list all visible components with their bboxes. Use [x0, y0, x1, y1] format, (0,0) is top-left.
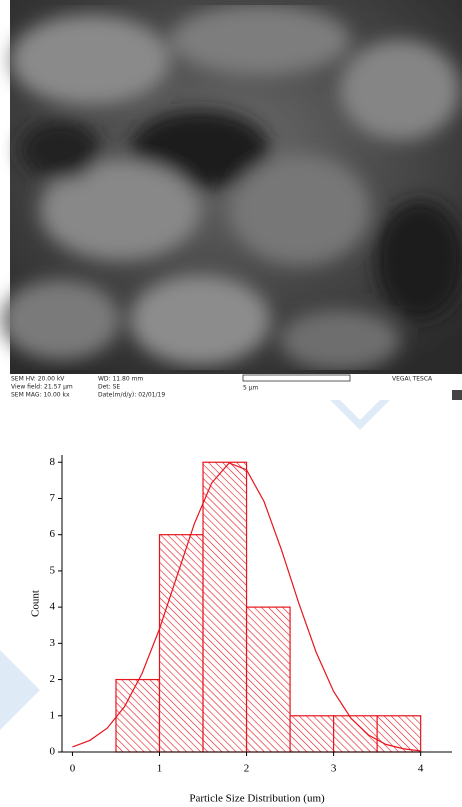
scale-label: 5 μm	[243, 385, 259, 392]
y-tick-label: 4	[50, 601, 56, 613]
y-tick-label: 1	[50, 709, 56, 721]
x-tick-label: 4	[418, 763, 424, 775]
bar	[289, 715, 335, 753]
histogram-chart: 0 1 2 3 4 5 6 7 8 0 1 2 3 4 Particle Size Distribution…	[30, 455, 452, 805]
y-tick-label: 2	[50, 673, 56, 685]
x-axis-label: Particle Size Distribution (um)	[189, 793, 325, 805]
y-tick-label: 5	[50, 564, 56, 576]
sem-info-text: SEM HV: 20.00 kV	[11, 376, 65, 383]
y-tick-label: 6	[50, 528, 56, 540]
sem-info-text: Det: SE	[98, 384, 120, 391]
y-tick-label: 3	[50, 637, 56, 649]
bar	[115, 678, 161, 753]
x-tick-label: 1	[157, 763, 163, 775]
sem-info-text: SEM MAG: 10.00 kx	[11, 392, 70, 399]
bar	[376, 715, 422, 753]
bar	[158, 534, 204, 753]
bar	[245, 606, 291, 753]
bar	[202, 461, 248, 753]
watermark	[0, 400, 390, 730]
bar	[333, 715, 378, 753]
fit-curve	[72, 462, 421, 752]
x-tick-label: 0	[70, 763, 76, 775]
y-tick-label: 0	[50, 746, 56, 758]
x-tick-label: 3	[331, 763, 337, 775]
y-axis-label: Count	[30, 590, 42, 617]
brand: VEGA\ TESCA	[392, 376, 433, 383]
y-tick-label: 7	[50, 492, 56, 504]
sem-info-text: Date(m/d/y): 02/01/19	[98, 392, 165, 399]
y-tick-label: 8	[50, 456, 56, 468]
sem-image	[0, 0, 462, 400]
sem-info-text: View field: 21.57 μm	[11, 384, 73, 391]
sem-info-text: WD: 11.80 mm	[98, 376, 143, 383]
x-tick-label: 2	[244, 763, 250, 775]
